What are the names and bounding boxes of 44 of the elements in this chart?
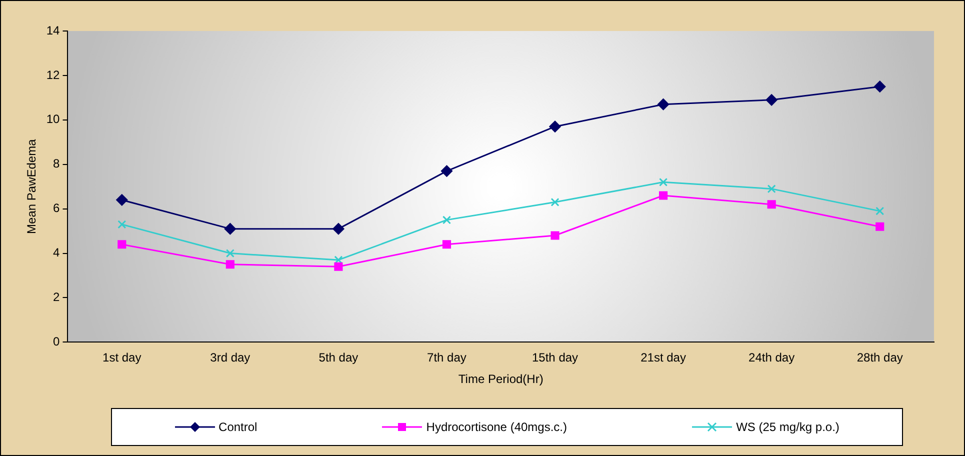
y-tick-label: 8 <box>53 156 60 171</box>
point <box>118 240 126 249</box>
point <box>550 198 560 206</box>
y-tick-label: 2 <box>53 290 60 304</box>
point <box>440 165 452 177</box>
point <box>659 191 668 200</box>
point <box>226 249 234 258</box>
point <box>224 223 236 235</box>
point <box>658 98 670 110</box>
x-tick-label: 21st day <box>640 350 686 365</box>
point <box>549 120 561 132</box>
point <box>442 216 452 224</box>
legend-label: Control <box>218 420 258 434</box>
x-tick-label: 24th day <box>748 350 795 365</box>
point <box>876 222 884 231</box>
point <box>659 178 668 186</box>
point <box>876 206 884 216</box>
x-tick-label: 15th day <box>532 350 578 365</box>
y-axis-title: Mean PawEdema <box>24 138 39 234</box>
y-tick-label: 14 <box>46 23 60 38</box>
y-tick-label: 12 <box>46 68 60 82</box>
x-tick-label: 7th day <box>427 350 466 365</box>
point <box>118 220 126 229</box>
x-tick-label: 28th day <box>856 350 903 365</box>
point <box>874 80 886 92</box>
point <box>766 94 778 106</box>
x-axis-title: Time Period(Hr) <box>458 372 544 386</box>
point <box>332 223 344 235</box>
y-tick-label: 10 <box>46 112 60 126</box>
point <box>767 200 776 209</box>
point <box>442 240 452 249</box>
y-tick-label: 4 <box>53 246 60 260</box>
y-tick-label: 0 <box>53 334 60 349</box>
x-tick-label: 3rd day <box>210 350 250 365</box>
legend-label: Hydrocortisone (40mgs.c.) <box>426 420 567 434</box>
point <box>334 262 343 271</box>
x-tick-label: 5th day <box>318 350 358 365</box>
point <box>767 184 776 194</box>
point <box>116 194 128 206</box>
y-tick-label: 6 <box>53 201 60 216</box>
legend-label: WS (25 mg/kg p.o.) <box>736 420 840 434</box>
x-tick-label: 1st day <box>102 350 142 365</box>
point <box>550 231 560 240</box>
point <box>226 260 234 269</box>
